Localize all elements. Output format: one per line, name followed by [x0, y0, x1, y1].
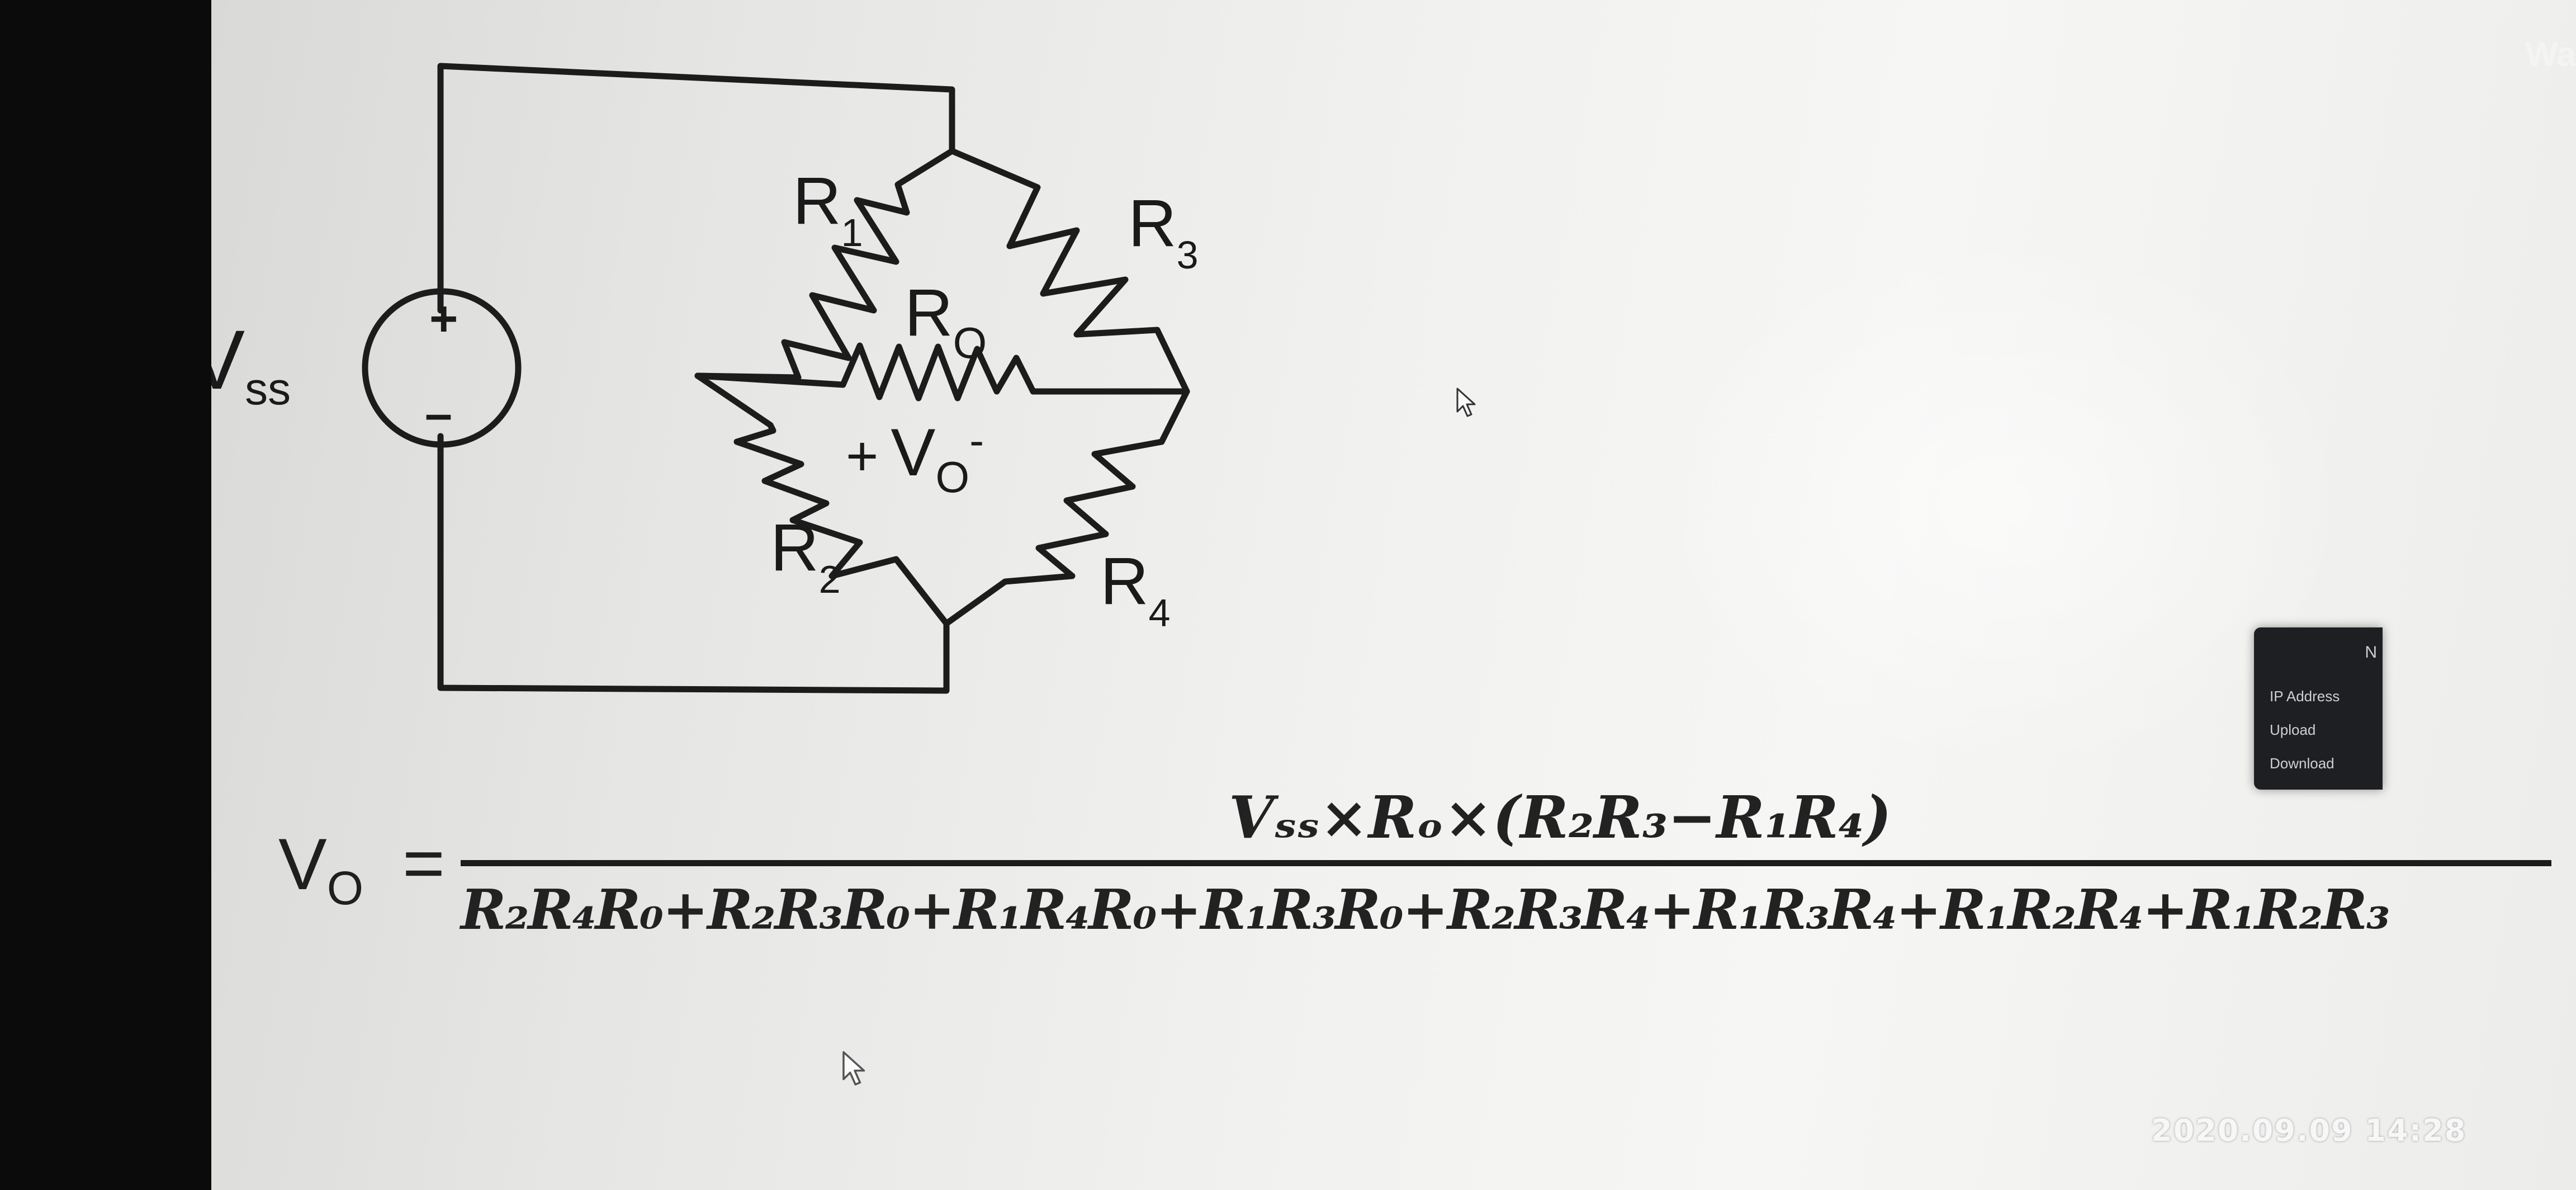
- mouse-cursor-icon: [842, 1051, 865, 1086]
- source-plus: +: [429, 291, 458, 346]
- label-r3: R3: [1128, 186, 1199, 277]
- mouse-cursor-icon: [1456, 388, 1476, 417]
- resistor-r3: [949, 148, 1190, 395]
- label-r1: R1: [793, 163, 863, 254]
- resistor-r1: [694, 148, 955, 381]
- photo-timestamp: 2020.09.09 14:28: [2151, 1113, 2467, 1148]
- source-label: Vss: [211, 313, 291, 414]
- circuit-diagram: + – Vss R1 R3 R2 R4 RO + VO-: [211, 63, 1199, 694]
- popup-item-download[interactable]: Download: [2270, 755, 2334, 772]
- wire-top: [437, 63, 955, 314]
- resistor-r4: [943, 388, 1190, 627]
- equation-lhs: VO: [278, 823, 364, 914]
- equation-denominator: R₂R₄R₀+R₂R₃R₀+R₁R₄R₀+R₁R₃R₀+R₂R₃R₄+R₁R₃R…: [461, 878, 2390, 942]
- label-vo: + VO-: [846, 415, 984, 502]
- label-r4: R4: [1100, 544, 1171, 635]
- equation-numerator: Vₛₛ×Rₒ×(R₂R₃−R₁R₄): [1229, 783, 1892, 852]
- wire-bottom: [437, 433, 950, 694]
- voltage-source: [362, 288, 522, 448]
- resistor-r2: [694, 372, 950, 627]
- popup-item-ip-address[interactable]: IP Address: [2270, 688, 2340, 705]
- network-popup[interactable]: N IP Address Upload Download: [2254, 627, 2383, 790]
- resistor-r0: [694, 342, 1190, 402]
- fraction-bar: [461, 860, 2551, 866]
- equals-sign: =: [402, 822, 445, 904]
- popup-header: N: [2365, 643, 2377, 662]
- popup-item-upload[interactable]: Upload: [2270, 721, 2316, 738]
- output-voltage-equation: VO = Vₛₛ×Rₒ×(R₂R₃−R₁R₄) R₂R₄R₀+R₂R₃R₀+R₁…: [278, 783, 2576, 967]
- source-minus: –: [425, 386, 452, 441]
- top-right-text: Wa: [2525, 35, 2576, 74]
- monitor-screen: + – Vss R1 R3 R2 R4 RO + VO- VO = Vₛₛ×Rₒ×…: [211, 0, 2576, 1190]
- label-r0: RO: [905, 275, 987, 367]
- label-r2: R2: [770, 510, 841, 601]
